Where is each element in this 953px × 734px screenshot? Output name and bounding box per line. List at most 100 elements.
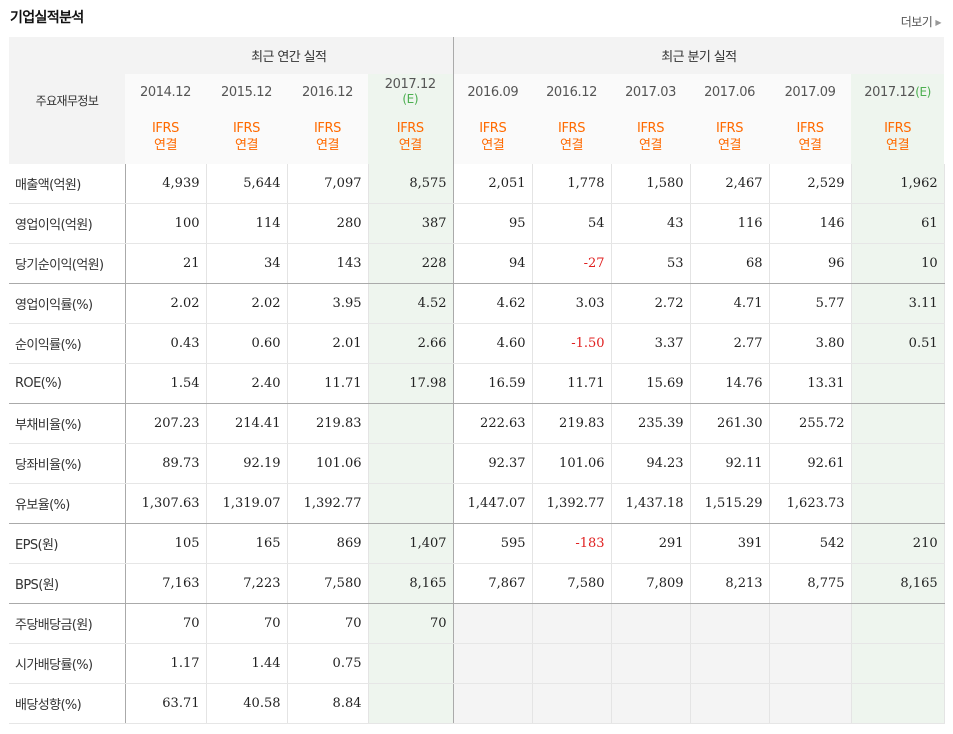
table-cell: 8,775: [769, 563, 852, 604]
row-label: ROE(%): [9, 363, 126, 404]
consolidated-label: 연결: [638, 138, 663, 153]
table-cell: 3.37: [611, 323, 691, 364]
table-cell: [611, 643, 691, 684]
table-cell: 1,580: [611, 164, 691, 204]
financial-table: 주요재무정보 최근 연간 실적 최근 분기 실적 2014.12 2015.12 2…: [9, 37, 945, 724]
table-cell: [453, 683, 533, 724]
table-cell: -183: [532, 523, 612, 564]
table-row: 영업이익률(%) 2.02 2.02 3.95 4.52 4.62 3.03 2.72 4.71…: [9, 283, 945, 324]
table-cell: -1.50: [532, 323, 612, 364]
table-cell: 96: [769, 243, 852, 284]
table-cell: 8,213: [690, 563, 770, 604]
consolidated-label: 연결: [481, 138, 505, 153]
table-cell: [368, 643, 454, 684]
consolidated-label: 연결: [153, 138, 178, 153]
table-cell: 1,392.77: [532, 483, 612, 524]
period-date: 2014.12: [125, 74, 206, 110]
table-row: 당좌비율(%) 89.73 92.19 101.06 92.37 101.06 94.23 9…: [9, 443, 945, 484]
table-cell: 92.37: [453, 443, 533, 484]
table-cell: 53: [611, 243, 691, 284]
table-cell: [611, 603, 691, 644]
ifrs-label: IFRS: [884, 121, 912, 136]
table-cell: [851, 443, 945, 484]
table-cell: 1,962: [851, 164, 945, 204]
table-cell: 13.31: [769, 363, 852, 404]
table-cell: 2.66: [368, 323, 454, 364]
table-cell: 2.01: [287, 323, 369, 364]
accounting-basis: IFRS 연결: [611, 110, 691, 164]
table-cell: 1,319.07: [206, 483, 288, 524]
table-cell: 4.52: [368, 283, 454, 324]
table-cell: 3.11: [851, 283, 945, 324]
annual-group-title: 최근 연간 실적: [125, 37, 454, 74]
period-date-label: 2016.12: [302, 84, 353, 100]
period-date: 2017.06: [690, 74, 770, 110]
accounting-basis: IFRS 연결: [453, 110, 533, 164]
consolidated-label: 연결: [798, 138, 822, 153]
page-title: 기업실적분석: [10, 10, 84, 26]
table-cell: [851, 363, 945, 404]
row-label: 영업이익률(%): [9, 283, 126, 324]
consolidated-label: 연결: [234, 138, 259, 153]
table-cell: [769, 683, 852, 724]
table-cell: 70: [368, 603, 454, 644]
table-cell: 214.41: [206, 403, 288, 444]
accounting-basis: IFRS 연결: [690, 110, 770, 164]
table-cell: 54: [532, 203, 612, 244]
table-cell: 207.23: [125, 403, 207, 444]
table-cell: 391: [690, 523, 770, 564]
table-cell: 228: [368, 243, 454, 284]
table-cell: 100: [125, 203, 207, 244]
accounting-basis: IFRS 연결: [769, 110, 852, 164]
table-cell: 1,307.63: [125, 483, 207, 524]
table-cell: 0.75: [287, 643, 369, 684]
table-cell: 2.02: [125, 283, 207, 324]
accounting-basis: IFRS 연결: [532, 110, 612, 164]
table-row: 당기순이익(억원) 21 34 143 228 94 -27 53 68 96 10: [9, 243, 945, 284]
table-cell: 34: [206, 243, 288, 284]
period-date-label: 2017.09: [784, 84, 836, 100]
period-date-label: 2017.12: [864, 84, 916, 100]
period-date-label: 2017.06: [704, 84, 756, 100]
table-row: 유보율(%) 1,307.63 1,319.07 1,392.77 1,447.07 1,…: [9, 483, 945, 524]
table-row: 영업이익(억원) 100 114 280 387 95 54 43 116 146 61: [9, 203, 945, 244]
consolidated-label: 연결: [559, 138, 584, 153]
table-cell: -27: [532, 243, 612, 284]
more-link[interactable]: 더보기 ▶: [901, 13, 942, 30]
table-cell: 70: [287, 603, 369, 644]
accounting-basis: IFRS 연결: [125, 110, 206, 164]
consolidated-label: 연결: [886, 138, 910, 153]
table-cell: 1.44: [206, 643, 288, 684]
table-cell: 1,778: [532, 164, 612, 204]
period-date-label: 2016.12: [546, 84, 598, 100]
accounting-basis: IFRS 연결: [206, 110, 287, 164]
ifrs-label: IFRS: [152, 121, 179, 136]
table-cell: 7,809: [611, 563, 691, 604]
table-row: 매출액(억원) 4,939 5,644 7,097 8,575 2,051 1,778 1,5…: [9, 164, 945, 204]
table-cell: 89.73: [125, 443, 207, 484]
table-cell: 2.72: [611, 283, 691, 324]
row-label: 당좌비율(%): [9, 443, 126, 484]
table-cell: 235.39: [611, 403, 691, 444]
ifrs-label: IFRS: [479, 121, 507, 136]
table-cell: 280: [287, 203, 369, 244]
period-date: 2017.09: [769, 74, 852, 110]
table-cell: 8,165: [851, 563, 945, 604]
table-cell: 542: [769, 523, 852, 564]
table-cell: 105: [125, 523, 207, 564]
table-cell: 1,447.07: [453, 483, 533, 524]
table-cell: 219.83: [532, 403, 612, 444]
table-cell: 1,437.18: [611, 483, 691, 524]
ifrs-label: IFRS: [716, 121, 744, 136]
table-cell: 14.76: [690, 363, 770, 404]
table-cell: [532, 643, 612, 684]
table-cell: 2.02: [206, 283, 288, 324]
table-row: 순이익률(%) 0.43 0.60 2.01 2.66 4.60 -1.50 3.37 2.77…: [9, 323, 945, 364]
row-label: BPS(원): [9, 563, 126, 604]
table-cell: 11.71: [532, 363, 612, 404]
row-label: 영업이익(억원): [9, 203, 126, 244]
chevron-right-icon: ▶: [935, 18, 941, 27]
ifrs-label: IFRS: [233, 121, 260, 136]
period-date: 2017.03: [611, 74, 691, 110]
quarter-group-title: 최근 분기 실적: [453, 37, 945, 74]
